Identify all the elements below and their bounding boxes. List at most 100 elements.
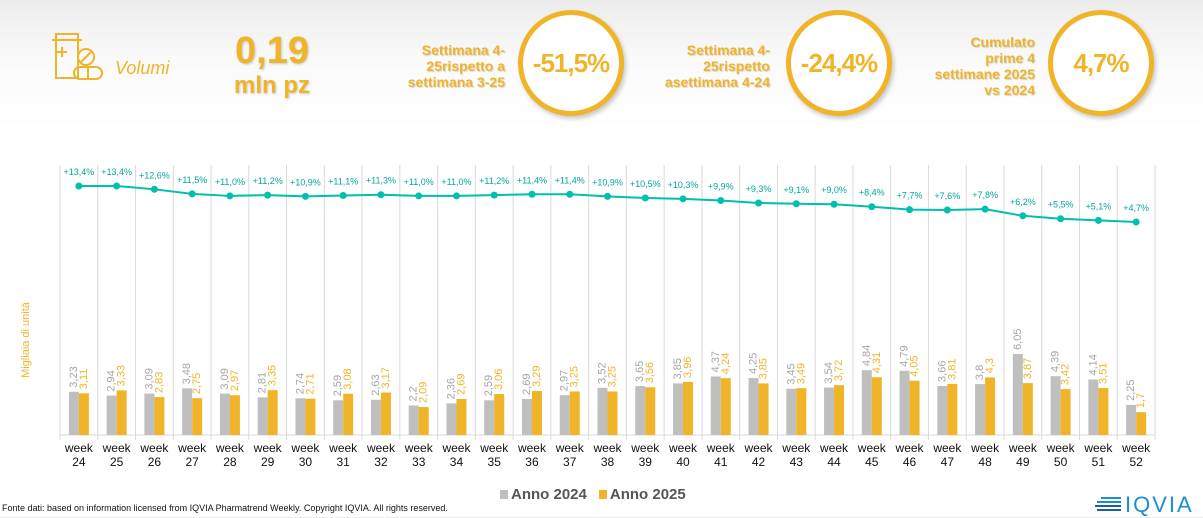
x-tick-label: 44 xyxy=(827,455,841,469)
growth-point xyxy=(415,192,423,200)
iqvia-logo-mark-icon xyxy=(1095,497,1121,511)
bar-label-2024: 2,63 xyxy=(370,374,382,395)
bar-label-2025: 4,05 xyxy=(909,355,921,376)
bar-label-2024: 4,25 xyxy=(748,353,760,374)
bar-label-2024: 3,52 xyxy=(597,362,609,383)
x-tick-label: week xyxy=(64,441,94,455)
x-tick-label: 34 xyxy=(450,455,464,469)
bar-2024 xyxy=(559,395,570,435)
x-tick-label: week xyxy=(970,441,1000,455)
x-tick-label: week xyxy=(630,441,660,455)
x-tick-label: week xyxy=(932,441,962,455)
bar-2024 xyxy=(1012,353,1023,435)
bar-label-2025: 3,81 xyxy=(946,359,958,380)
x-tick-label: week xyxy=(290,441,320,455)
x-tick-label: week xyxy=(102,441,132,455)
bar-label-2025: 3,85 xyxy=(758,358,770,379)
bar-2025 xyxy=(607,391,618,435)
bar-2025 xyxy=(1060,389,1071,435)
growth-point xyxy=(641,194,649,202)
bar-2025 xyxy=(720,378,731,435)
bar-label-2025: 2,71 xyxy=(304,373,316,394)
x-tick-label: 29 xyxy=(261,455,275,469)
x-tick-label: 40 xyxy=(676,455,690,469)
growth-point xyxy=(981,205,989,213)
x-tick-label: 49 xyxy=(1016,455,1030,469)
bar-2025 xyxy=(1022,383,1033,435)
growth-point xyxy=(1057,215,1065,223)
x-tick-label: 50 xyxy=(1054,455,1068,469)
kpi-2-label-line: 25rispetto xyxy=(703,58,770,74)
bar-2024 xyxy=(295,398,306,435)
growth-label: +7,7% xyxy=(897,191,923,201)
kpi-1-label: Settimana 4- 25rispetto a settimana 3-25 xyxy=(380,42,505,90)
volumi-icon xyxy=(52,30,112,87)
kpi-1-label-line: Settimana 4- xyxy=(421,42,505,58)
x-tick-label: 39 xyxy=(639,455,653,469)
weekly-volume-chart: 3,233,11week242,943,33week253,092,83week… xyxy=(59,165,1156,469)
growth-label: +11,0% xyxy=(441,177,471,187)
growth-label: +9,3% xyxy=(746,184,772,194)
x-tick-label: week xyxy=(441,441,471,455)
bar-2024 xyxy=(597,387,608,435)
x-tick-label: 28 xyxy=(223,455,237,469)
growth-label: +11,0% xyxy=(404,177,434,187)
bar-label-2024: 2,59 xyxy=(483,375,495,396)
bar-2024 xyxy=(937,385,948,435)
growth-point xyxy=(264,191,272,199)
x-tick-label: week xyxy=(215,441,245,455)
bar-label-2025: 1,7 xyxy=(1135,393,1147,408)
bar-2025 xyxy=(192,398,203,435)
bar-label-2025: 3,49 xyxy=(795,363,807,384)
growth-point xyxy=(75,182,83,190)
kpi-1-value: -51,5% xyxy=(518,10,624,116)
x-tick-label: week xyxy=(328,441,358,455)
kpi-1-label-line: 25rispetto a xyxy=(426,58,505,74)
section-label: Volumi xyxy=(115,58,170,78)
x-tick-label: 26 xyxy=(148,455,162,469)
kpi-3-label-line: settimane 2025 xyxy=(934,66,1035,82)
x-tick-label: 35 xyxy=(488,455,502,469)
bar-2024 xyxy=(68,391,79,435)
bar-label-2024: 6,05 xyxy=(1012,329,1024,350)
bar-2024 xyxy=(1050,376,1061,435)
iqvia-logo: IQVIA xyxy=(1095,492,1194,518)
bar-label-2024: 3,85 xyxy=(672,358,684,379)
x-tick-label: 33 xyxy=(412,455,426,469)
bar-label-2025: 3,35 xyxy=(267,365,279,386)
bar-2025 xyxy=(456,398,467,435)
growth-point xyxy=(566,190,574,198)
bar-label-2025: 3,29 xyxy=(531,365,543,386)
bar-label-2025: 4,3 xyxy=(984,358,996,373)
bar-2024 xyxy=(446,403,457,435)
bar-2025 xyxy=(683,381,694,435)
iqvia-logo-text: IQVIA xyxy=(1125,492,1194,517)
x-tick-label: week xyxy=(895,441,925,455)
bar-2024 xyxy=(975,384,986,435)
growth-label: +10,9% xyxy=(592,177,623,187)
bar-2025 xyxy=(531,390,542,435)
bar-2024 xyxy=(521,398,532,435)
bar-2024 xyxy=(710,376,721,435)
growth-label: +13,4% xyxy=(101,167,132,177)
kpi-2-label: Settimana 4- 25rispetto asettimana 4-24 xyxy=(640,42,770,90)
x-tick-label: 52 xyxy=(1129,455,1143,469)
growth-label: +11,0% xyxy=(215,177,245,187)
bar-label-2025: 3,56 xyxy=(644,362,656,383)
x-tick-label: 45 xyxy=(865,455,879,469)
bar-2025 xyxy=(871,377,882,435)
bar-label-2024: 2,94 xyxy=(106,370,118,391)
growth-point xyxy=(792,200,800,208)
x-tick-label: 30 xyxy=(299,455,313,469)
bar-label-2024: 3,23 xyxy=(68,366,80,387)
bar-2025 xyxy=(758,383,769,435)
bar-2024 xyxy=(182,388,193,435)
kpi-2-value: -24,4% xyxy=(786,10,892,116)
growth-label: +11,5% xyxy=(177,175,207,185)
bar-label-2025: 3,25 xyxy=(607,366,619,387)
total-volume-unit: mln pz xyxy=(234,72,310,99)
bar-2024 xyxy=(635,386,646,435)
x-tick-label: 42 xyxy=(752,455,766,469)
growth-label: +5,1% xyxy=(1085,201,1111,211)
x-tick-label: week xyxy=(366,441,396,455)
